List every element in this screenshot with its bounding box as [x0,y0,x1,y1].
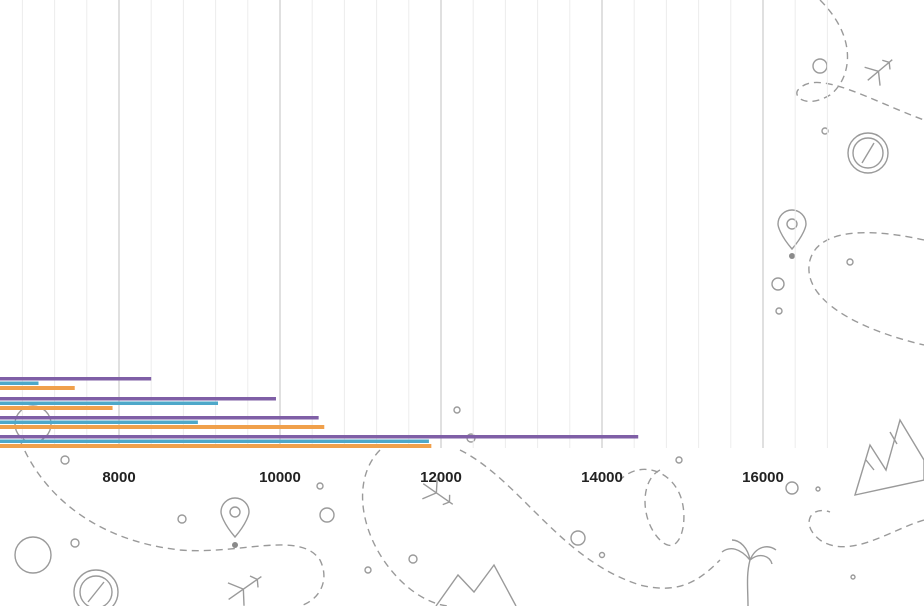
small-circle-doodle [785,481,799,495]
compass-icon [847,132,889,174]
x-tick-label: 14000 [581,469,623,486]
small-circle-doodle [177,514,187,524]
x-tick-label: 12000 [420,469,462,486]
airplane-icon [864,59,893,86]
small-circle-doodle [570,530,586,546]
x-tick-label: 10000 [259,469,301,486]
x-tick-label: 16000 [742,469,784,486]
bar-series-1 [0,416,319,420]
major-gridlines [118,0,764,448]
bar-series-2 [0,439,429,443]
bar-series [0,377,639,448]
small-circle-doodle [319,507,335,523]
travel-doodle-background [14,0,924,606]
small-circle-doodle [771,277,785,291]
dashed-route-line [619,468,685,547]
small-circle-doodle [812,58,828,74]
bar-series-3 [0,406,113,410]
mountain-icon [853,418,924,496]
x-axis-tick-labels: 8000 10000 12000 14000 16000 [102,469,784,486]
small-circle-doodle [453,406,461,414]
bar-series-1 [0,377,152,381]
dashed-route-line [459,449,721,589]
small-circle-doodle [850,574,856,580]
map-pin-icon [777,209,807,259]
bar-series-2 [0,381,39,385]
small-circle-doodle [598,551,606,559]
dashed-flight-path-top-right [796,0,924,121]
small-circle-doodle [846,258,854,266]
dashed-route-line [361,449,451,606]
bar-series-2 [0,420,198,424]
minor-gridlines [21,0,828,448]
bar-series-3 [0,444,432,448]
small-circle-doodle [775,307,783,315]
mountain-icon [435,563,517,606]
bar-series-1 [0,397,276,401]
bar-series-3 [0,425,325,429]
palm-tree-icon [721,539,777,606]
small-circle-doodle [821,127,829,135]
compass-icon [73,569,119,606]
bar-series-2 [0,401,219,405]
small-circle-doodle [408,554,418,564]
bar-series-3 [0,386,75,390]
airplane-icon [422,477,454,506]
small-circle-doodle [316,482,324,490]
dashed-route-line [808,509,924,548]
map-pin-icon [220,497,250,548]
dashed-route-line [19,439,325,606]
small-circle-doodle [60,455,70,465]
x-tick-label: 8000 [102,469,135,486]
small-circle-doodle [364,566,372,574]
small-circle-doodle [675,456,683,464]
airplane-icon [227,575,262,606]
small-circle-doodle [815,486,821,492]
small-circle-doodle [14,536,52,574]
small-circle-doodle [70,538,80,548]
bar-series-1 [0,435,639,439]
dashed-route-line [808,231,924,346]
